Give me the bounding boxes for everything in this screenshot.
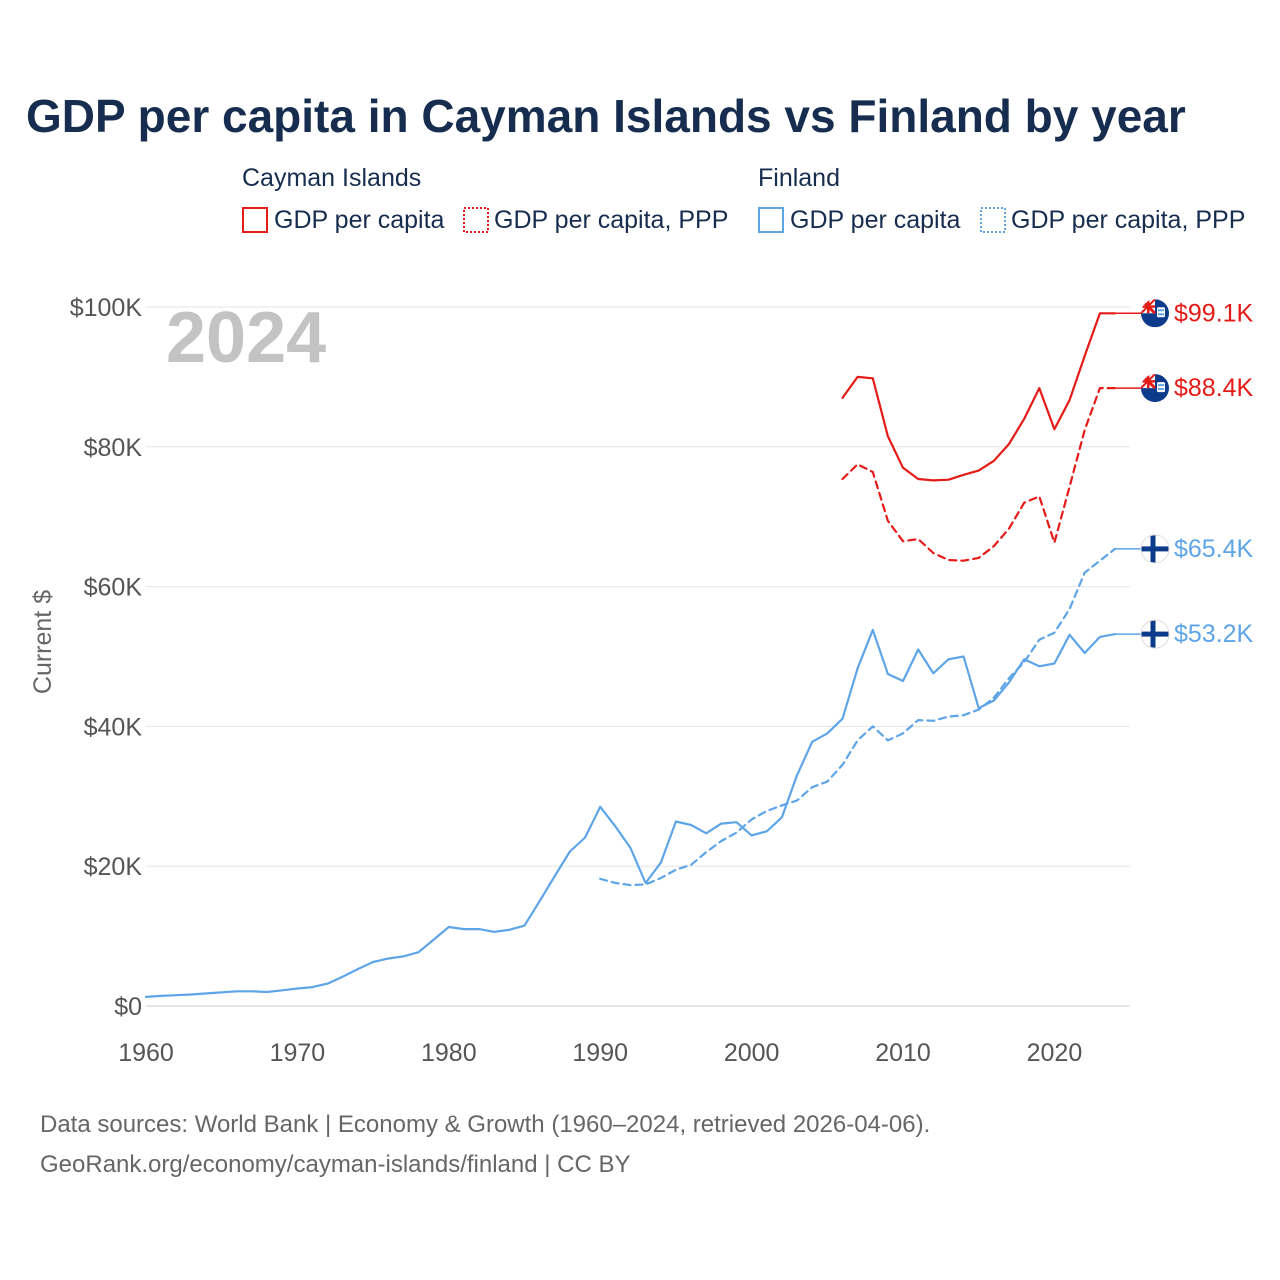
series-end-label: $88.4K	[1174, 374, 1254, 402]
legend-label-finland-gdp[interactable]: GDP per capita	[790, 206, 961, 234]
series-line-2[interactable]	[144, 628, 1117, 999]
series-line-3[interactable]	[599, 547, 1117, 887]
source-line-2[interactable]: GeoRank.org/economy/cayman-islands/finla…	[40, 1151, 631, 1178]
legend-swatch-cayman-ppp	[463, 207, 489, 233]
legend-swatch-finland-ppp	[980, 207, 1006, 233]
series-end-label: $65.4K	[1174, 535, 1254, 563]
legend-label-cayman-gdp[interactable]: GDP per capita	[274, 206, 445, 234]
source-line-1: Data sources: World Bank | Economy & Gro…	[40, 1111, 930, 1138]
y-axis-ticks: $0 $20K $40K $60K $80K $100K	[70, 294, 143, 1021]
finland-flag-icon	[1140, 534, 1170, 564]
series-end-label: $99.1K	[1174, 299, 1254, 327]
legend-swatch-cayman-gdp	[242, 207, 268, 233]
legend-swatch-finland-gdp	[758, 207, 784, 233]
y-tick-label: $60K	[84, 574, 143, 602]
x-tick-label: 1970	[270, 1039, 326, 1067]
cayman-flag-icon	[1141, 299, 1169, 328]
series-end-label: $53.2K	[1174, 620, 1254, 648]
x-tick-label: 1980	[421, 1039, 477, 1067]
end-markers: $99.1K $88.4K $53.2K $65.4K	[1115, 299, 1254, 649]
y-tick-label: $0	[114, 993, 142, 1021]
chart-title: GDP per capita in Cayman Islands vs Finl…	[26, 90, 1186, 142]
x-tick-label: 2000	[724, 1039, 780, 1067]
y-tick-label: $80K	[84, 434, 143, 462]
finland-flag-icon	[1140, 619, 1170, 649]
legend: Cayman Islands GDP per capita GDP per ca…	[242, 164, 1245, 234]
series-line-0[interactable]	[841, 312, 1117, 482]
gridlines	[146, 306, 1130, 867]
legend-label-cayman-ppp[interactable]: GDP per capita, PPP	[494, 206, 728, 234]
x-tick-label: 2010	[875, 1039, 931, 1067]
y-tick-label: $100K	[70, 294, 143, 322]
series-line-1[interactable]	[841, 387, 1117, 562]
y-tick-label: $40K	[84, 713, 143, 741]
cayman-flag-icon	[1141, 374, 1169, 403]
y-tick-label: $20K	[84, 853, 143, 881]
year-watermark: 2024	[166, 298, 326, 378]
x-axis-ticks: 1960 1970 1980 1990 2000 2010 2020	[118, 1039, 1082, 1067]
y-axis-label: Current $	[29, 590, 57, 694]
x-tick-label: 1960	[118, 1039, 174, 1067]
legend-group-cayman: Cayman Islands	[242, 164, 421, 192]
legend-label-finland-ppp[interactable]: GDP per capita, PPP	[1011, 206, 1245, 234]
series-lines	[144, 312, 1117, 999]
legend-group-finland: Finland	[758, 164, 840, 192]
x-tick-label: 2020	[1027, 1039, 1083, 1067]
x-tick-label: 1990	[572, 1039, 628, 1067]
